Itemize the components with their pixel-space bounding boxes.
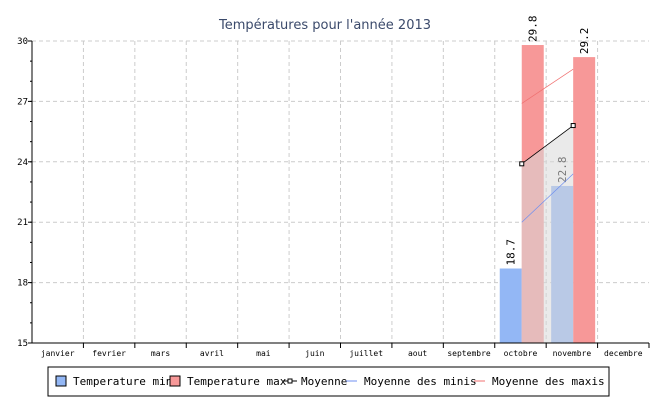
- chart-title: Températures pour l'année 2013: [218, 18, 431, 33]
- legend-label: Moyenne des minis: [364, 375, 477, 388]
- x-tick-label: novembre: [553, 349, 592, 358]
- x-tick-label: septembre: [447, 349, 491, 358]
- moyenne-minis-line: [521, 173, 574, 223]
- legend-marker: [287, 378, 293, 384]
- legend: Temperature min Temperature max Moyenne Moy…: [47, 366, 610, 397]
- x-tick-label: avril: [200, 349, 224, 358]
- x-tick-label: decembre: [604, 349, 643, 358]
- x-tick-label: janvier: [41, 349, 75, 358]
- moyenne-point: [570, 123, 576, 129]
- x-tick-label: octobre: [504, 349, 538, 358]
- moyenne-area: [521, 125, 574, 343]
- legend-box: [47, 366, 610, 397]
- moyenne-point: [519, 161, 525, 167]
- bar-min: [499, 268, 522, 343]
- legend-swatch: [169, 375, 181, 387]
- legend-label: Temperature min: [73, 375, 172, 388]
- y-tick-label: 15: [17, 339, 28, 349]
- legend-label: Moyenne: [301, 375, 347, 388]
- x-tick-label: mars: [151, 349, 170, 358]
- bar-max: [573, 57, 596, 344]
- x-tick-label: fevrier: [92, 349, 126, 358]
- x-tick-label: mai: [256, 349, 271, 358]
- y-tick-label: 21: [17, 218, 28, 228]
- moyenne-line: [521, 125, 574, 165]
- legend-label: Moyenne des maxis: [492, 375, 605, 388]
- y-tick-label: 18: [17, 279, 28, 289]
- x-tick-label: juillet: [349, 349, 383, 358]
- bar-value-label: 29.8: [527, 16, 540, 43]
- x-tick-label: juin: [305, 349, 324, 358]
- bar-value-label: 29.2: [578, 28, 591, 55]
- legend-label: Temperature max: [187, 375, 287, 388]
- y-tick-label: 30: [17, 37, 28, 47]
- bar-value-label: 18.7: [505, 239, 518, 266]
- moyenne-maxis-line: [521, 68, 574, 104]
- y-tick-label: 27: [17, 97, 28, 107]
- y-tick-label: 24: [17, 158, 28, 168]
- legend-swatch: [55, 375, 67, 387]
- x-tick-label: aout: [408, 349, 427, 358]
